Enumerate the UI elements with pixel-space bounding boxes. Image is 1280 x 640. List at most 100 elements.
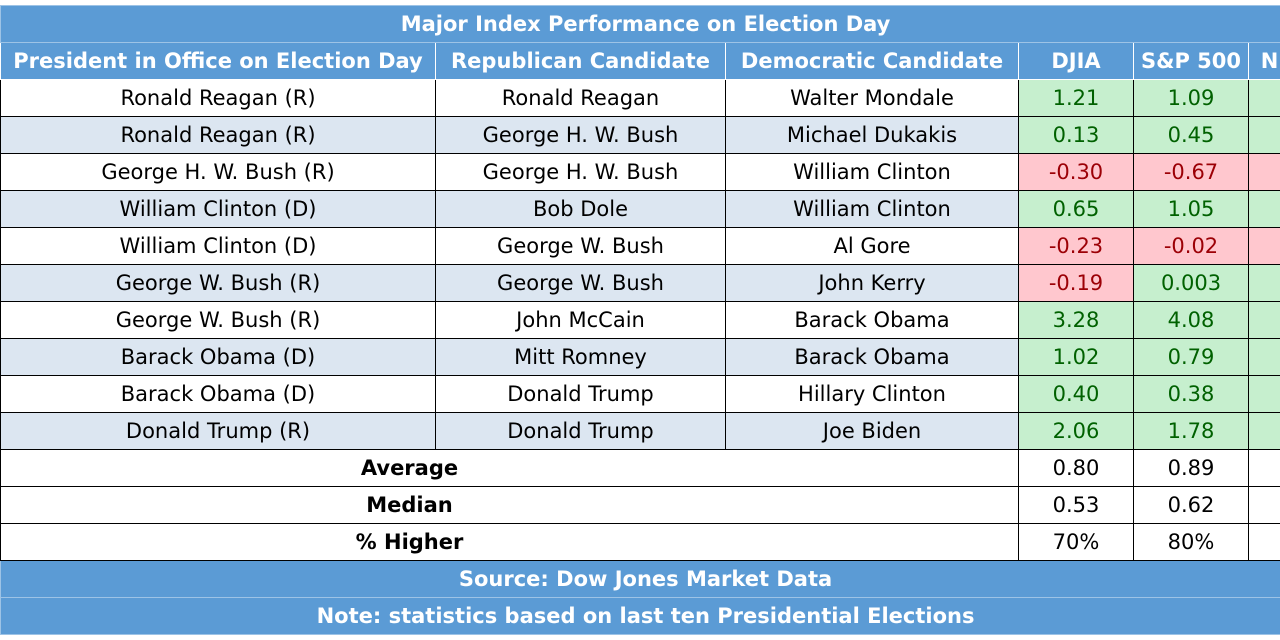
value-cell: 0.13	[1018, 116, 1134, 154]
value-cell: 1.21	[1018, 79, 1134, 117]
source: Source: Dow Jones Market Data	[0, 560, 1280, 598]
summary-row: % Higher 70% 80%	[0, 523, 1280, 561]
truncated-cell	[1247, 190, 1280, 228]
header-cell: S&P 500	[1133, 42, 1249, 80]
name-cell: William Clinton (D)	[0, 190, 436, 228]
name-cell: Michael Dukakis	[725, 116, 1019, 154]
value-cell: 1.02	[1018, 338, 1134, 376]
truncated-cell	[1247, 227, 1280, 265]
truncated-cell	[1247, 449, 1280, 487]
name-cell: John McCain	[435, 301, 726, 339]
value-cell: 4.08	[1133, 301, 1249, 339]
name-cell: George H. W. Bush	[435, 153, 726, 191]
note-row: Note: statistics based on last ten Presi…	[0, 597, 1280, 635]
name-cell: George W. Bush (R)	[0, 264, 436, 302]
name-cell: George W. Bush (R)	[0, 301, 436, 339]
data-row: Donald Trump (R) Donald Trump Joe Biden 2.0…	[0, 412, 1280, 450]
data-row: Barack Obama (D) Donald Trump Hillary Clin…	[0, 375, 1280, 413]
value-cell: -0.23	[1018, 227, 1134, 265]
summary-row: Median 0.53 0.62	[0, 486, 1280, 524]
source-row: Source: Dow Jones Market Data	[0, 560, 1280, 598]
data-row: Ronald Reagan (R) George H. W. Bush Michae…	[0, 116, 1280, 154]
data-row: George H. W. Bush (R) George H. W. Bush Wi…	[0, 153, 1280, 191]
summary-label: Median	[0, 486, 1019, 524]
value-cell: 0.38	[1133, 375, 1249, 413]
data-row: Ronald Reagan (R) Ronald Reagan Walter Mon…	[0, 79, 1280, 117]
value-cell: 1.05	[1133, 190, 1249, 228]
truncated-cell	[1247, 301, 1280, 339]
name-cell: Donald Trump (R)	[0, 412, 436, 450]
truncated-cell	[1247, 486, 1280, 524]
truncated-cell	[1247, 375, 1280, 413]
name-cell: John Kerry	[725, 264, 1019, 302]
name-cell: George W. Bush	[435, 264, 726, 302]
header-cell: N	[1247, 42, 1280, 80]
note: Note: statistics based on last ten Presi…	[0, 597, 1280, 635]
summary-label: % Higher	[0, 523, 1019, 561]
value-cell: 1.78	[1133, 412, 1249, 450]
table-title: Major Index Performance on Election Day	[0, 5, 1280, 43]
header-cell: President in Office on Election Day	[0, 42, 436, 80]
name-cell: Walter Mondale	[725, 79, 1019, 117]
summary-value: 70%	[1018, 523, 1134, 561]
summary-value: 0.89	[1133, 449, 1249, 487]
value-cell: 0.65	[1018, 190, 1134, 228]
summary-value: 0.62	[1133, 486, 1249, 524]
name-cell: William Clinton	[725, 153, 1019, 191]
name-cell: Donald Trump	[435, 375, 726, 413]
data-row: William Clinton (D) George W. Bush Al Gore…	[0, 227, 1280, 265]
truncated-cell	[1247, 412, 1280, 450]
name-cell: George H. W. Bush (R)	[0, 153, 436, 191]
name-cell: William Clinton (D)	[0, 227, 436, 265]
data-row: William Clinton (D) Bob Dole William Clint…	[0, 190, 1280, 228]
value-cell: 0.40	[1018, 375, 1134, 413]
name-cell: William Clinton	[725, 190, 1019, 228]
name-cell: Ronald Reagan (R)	[0, 79, 436, 117]
data-row: George W. Bush (R) George W. Bush John Ker…	[0, 264, 1280, 302]
name-cell: George W. Bush	[435, 227, 726, 265]
name-cell: Hillary Clinton	[725, 375, 1019, 413]
performance-table: Major Index Performance on Election Day P…	[0, 5, 1280, 635]
summary-label: Average	[0, 449, 1019, 487]
name-cell: Donald Trump	[435, 412, 726, 450]
value-cell: -0.19	[1018, 264, 1134, 302]
value-cell: 0.003	[1133, 264, 1249, 302]
value-cell: -0.02	[1133, 227, 1249, 265]
header-cell: Democratic Candidate	[725, 42, 1019, 80]
name-cell: Joe Biden	[725, 412, 1019, 450]
name-cell: Mitt Romney	[435, 338, 726, 376]
value-cell: 1.09	[1133, 79, 1249, 117]
value-cell: -0.30	[1018, 153, 1134, 191]
truncated-cell	[1247, 523, 1280, 561]
data-row: Barack Obama (D) Mitt Romney Barack Obama 1…	[0, 338, 1280, 376]
name-cell: Bob Dole	[435, 190, 726, 228]
table-wrap: Major Index Performance on Election Day P…	[0, 5, 1280, 635]
name-cell: Barack Obama	[725, 301, 1019, 339]
truncated-cell	[1247, 264, 1280, 302]
header-cell: DJIA	[1018, 42, 1134, 80]
summary-value: 0.53	[1018, 486, 1134, 524]
name-cell: George H. W. Bush	[435, 116, 726, 154]
summary-row: Average 0.80 0.89	[0, 449, 1280, 487]
truncated-cell	[1247, 153, 1280, 191]
summary-value: 80%	[1133, 523, 1249, 561]
name-cell: Barack Obama (D)	[0, 375, 436, 413]
truncated-cell	[1247, 338, 1280, 376]
summary-value: 0.80	[1018, 449, 1134, 487]
name-cell: Ronald Reagan	[435, 79, 726, 117]
name-cell: Ronald Reagan (R)	[0, 116, 436, 154]
truncated-cell	[1247, 79, 1280, 117]
name-cell: Al Gore	[725, 227, 1019, 265]
table-title-row: Major Index Performance on Election Day	[0, 5, 1280, 43]
value-cell: 2.06	[1018, 412, 1134, 450]
name-cell: Barack Obama	[725, 338, 1019, 376]
header-cell: Republican Candidate	[435, 42, 726, 80]
data-row: George W. Bush (R) John McCain Barack Obam…	[0, 301, 1280, 339]
value-cell: 0.79	[1133, 338, 1249, 376]
truncated-cell	[1247, 116, 1280, 154]
name-cell: Barack Obama (D)	[0, 338, 436, 376]
value-cell: 0.45	[1133, 116, 1249, 154]
value-cell: -0.67	[1133, 153, 1249, 191]
value-cell: 3.28	[1018, 301, 1134, 339]
